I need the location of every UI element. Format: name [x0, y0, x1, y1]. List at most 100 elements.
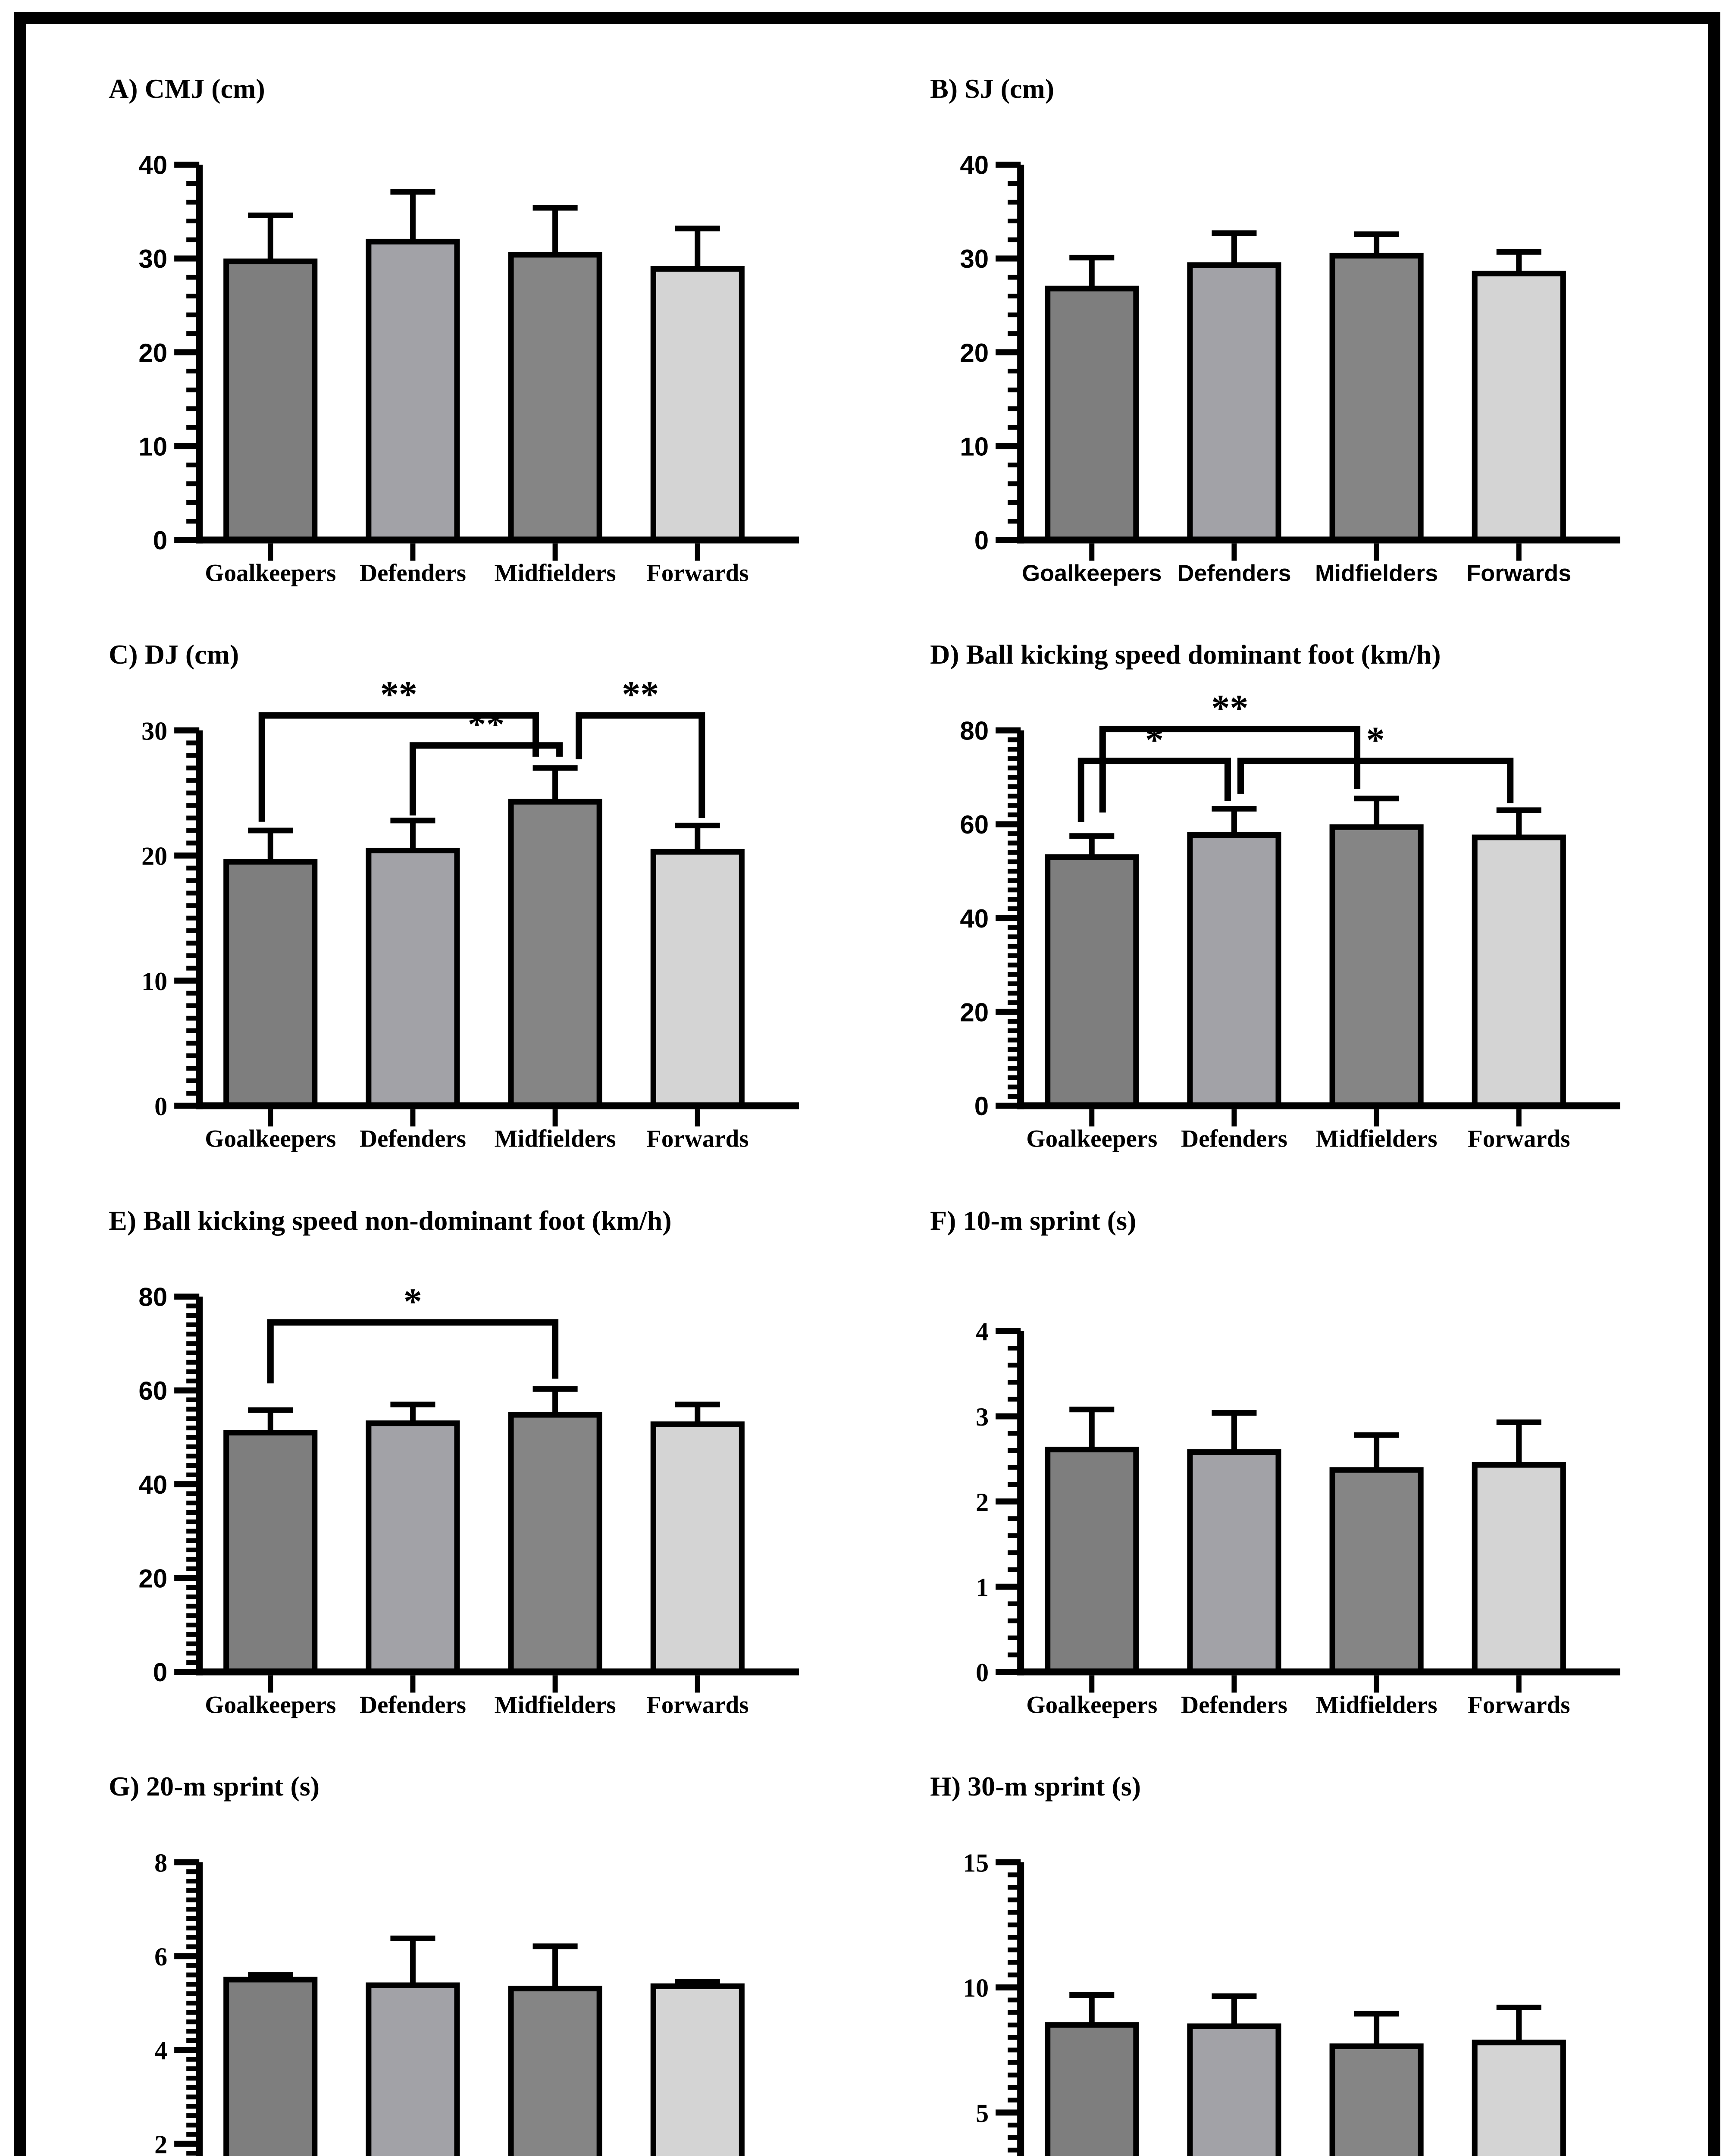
significance-bracket: [409, 742, 563, 816]
y-tick-label: 20: [960, 338, 989, 367]
chart-title-a: A) CMJ (cm): [109, 73, 265, 104]
bars-group: [223, 1935, 745, 2156]
x-category-label: Forwards: [646, 559, 749, 586]
x-category-label: Goalkeepers: [205, 1125, 336, 1153]
significance-group: *** *: [1077, 687, 1514, 822]
y-tick-label: 40: [960, 904, 989, 933]
chart-e: E) Ball kicking speed non-dominant foot …: [109, 1205, 799, 1718]
x-labels-group: Goalkeepers Defenders Midfielders Forwards: [1022, 543, 1571, 586]
y-tick-label: 80: [960, 717, 989, 746]
bar-defenders: [366, 1982, 460, 2156]
y-tick-label: 10: [141, 967, 167, 996]
x-category-label: Forwards: [1468, 1125, 1570, 1153]
bar-defenders: [1187, 2023, 1281, 2156]
significance-bracket: [1077, 758, 1231, 822]
panel-h: H) 30-m sprint (s)051015GoalkeepersDefen…: [874, 1744, 1691, 2156]
y-tick-label: 4: [976, 1317, 989, 1346]
y-tick-label: 30: [138, 244, 167, 273]
axes-group: 051015: [963, 1849, 1024, 2156]
chart-g: G) 20-m sprint (s)02468GoalkeepersDefend…: [109, 1771, 745, 2156]
bar-forwards: [1472, 2039, 1566, 2156]
bar-midfielders: [1329, 253, 1424, 543]
bar-defenders: [366, 848, 460, 1109]
y-tick-label: 10: [138, 432, 167, 461]
bar-forwards: [650, 849, 745, 1109]
significance-group: ** ** **: [258, 674, 705, 822]
bar-forwards: [650, 1421, 745, 1675]
axes-group: 02468: [154, 1849, 203, 2156]
figure-border-frame: A) CMJ (cm) 0 10 20 30 40 Goalkeepers Defenders…: [14, 12, 1720, 2156]
x-category-label: Forwards: [1468, 1691, 1570, 1718]
x-category-label: Forwards: [646, 1125, 749, 1153]
chart-title-f: F) 10-m sprint (s): [930, 1205, 1136, 1235]
bar-defenders: [366, 238, 460, 543]
axes-group: 0 20 40 60 80: [138, 1282, 799, 1686]
y-tick-label: 3: [976, 1403, 989, 1431]
y-tick-label: 40: [138, 151, 167, 180]
bar-defenders: [1187, 262, 1281, 543]
chart-a: A) CMJ (cm) 0 10 20 30 40 Goalkeepers Defenders…: [109, 73, 799, 586]
y-tick-label: 0: [154, 1092, 167, 1121]
significance-stars: **: [468, 704, 505, 745]
significance-group: *: [267, 1280, 559, 1383]
bar-goalkeepers: [223, 1977, 318, 2156]
x-labels-group: Goalkeepers Defenders Midfielders Forwards: [205, 1109, 749, 1153]
bar-forwards: [650, 266, 745, 543]
bar-forwards: [1472, 270, 1566, 543]
significance-bracket: [1237, 758, 1514, 803]
chart-d: D) Ball kicking speed dominant foot (km/…: [930, 639, 1620, 1153]
significance-bracket: [267, 1319, 559, 1383]
bars-group: [1045, 1992, 1566, 2156]
y-tick-label: 20: [138, 338, 167, 367]
significance-stars: **: [380, 674, 417, 715]
x-category-label: Defenders: [1177, 560, 1291, 586]
bar-goalkeepers: [223, 258, 318, 543]
bars-group: [223, 189, 745, 543]
significance-stars: *: [404, 1280, 422, 1322]
y-tick-label: 20: [960, 998, 989, 1027]
axes-group: 0 10 20 30 40: [138, 151, 799, 555]
bar-midfielders: [508, 1412, 602, 1675]
x-category-label: Goalkeepers: [205, 559, 336, 586]
bar-forwards: [1472, 1462, 1566, 1675]
x-labels-group: Goalkeepers Defenders Midfielders Forwards: [205, 1675, 749, 1718]
y-tick-label: 2: [976, 1488, 989, 1516]
x-category-label: Midfielders: [1316, 1691, 1437, 1718]
panels-grid: A) CMJ (cm) 0 10 20 30 40 Goalkeepers Defenders…: [53, 47, 1691, 2156]
significance-stars: **: [622, 674, 659, 715]
bar-midfielders: [508, 1985, 602, 2156]
bar-defenders: [366, 1420, 460, 1675]
bar-goalkeepers: [223, 859, 318, 1109]
axes-group: 0 20 40 60 80: [960, 717, 1620, 1121]
y-tick-label: 2: [154, 2130, 167, 2156]
chart-title-b: B) SJ (cm): [930, 73, 1054, 104]
significance-bracket: [258, 712, 539, 822]
y-tick-label: 10: [963, 1974, 989, 2002]
axes-group: 0 1 2 3 4: [976, 1317, 1620, 1686]
y-tick-label: 60: [960, 810, 989, 839]
x-category-label: Midfielders: [495, 1691, 616, 1718]
bar-goalkeepers: [1045, 854, 1139, 1109]
panel-f: F) 10-m sprint (s) 0 1 2 3 4 Goalkeepers Defend…: [874, 1178, 1691, 1742]
y-tick-label: 60: [138, 1376, 167, 1405]
x-labels-group: Goalkeepers Defenders Midfielders Forwards: [205, 543, 749, 586]
bar-midfielders: [1329, 1467, 1424, 1675]
panel-c: C) DJ (cm) 0 10 20 30 Goalkeepers Defenders Mid…: [53, 612, 870, 1176]
bar-defenders: [1187, 1449, 1281, 1675]
bar-midfielders: [1329, 2043, 1424, 2156]
significance-stars: *: [1366, 719, 1385, 761]
y-tick-label: 30: [960, 244, 989, 273]
chart-title-c: C) DJ (cm): [109, 639, 239, 670]
x-labels-group: Goalkeepers Defenders Midfielders Forwards: [1026, 1675, 1570, 1718]
chart-h: H) 30-m sprint (s)051015GoalkeepersDefen…: [930, 1771, 1566, 2156]
bars-group: [223, 765, 745, 1109]
x-category-label: Forwards: [646, 1691, 749, 1718]
x-category-label: Midfielders: [1316, 1125, 1437, 1153]
axes-group: 0 10 20 30: [141, 717, 799, 1121]
x-category-label: Goalkeepers: [1022, 560, 1162, 586]
x-category-label: Midfielders: [495, 1125, 616, 1153]
x-category-label: Goalkeepers: [1026, 1691, 1157, 1718]
bars-group: [223, 1386, 745, 1675]
significance-stars: *: [1145, 719, 1164, 761]
panel-b: B) SJ (cm) 0 10 20 30 40 Goalkeepers Defenders M…: [874, 47, 1691, 611]
